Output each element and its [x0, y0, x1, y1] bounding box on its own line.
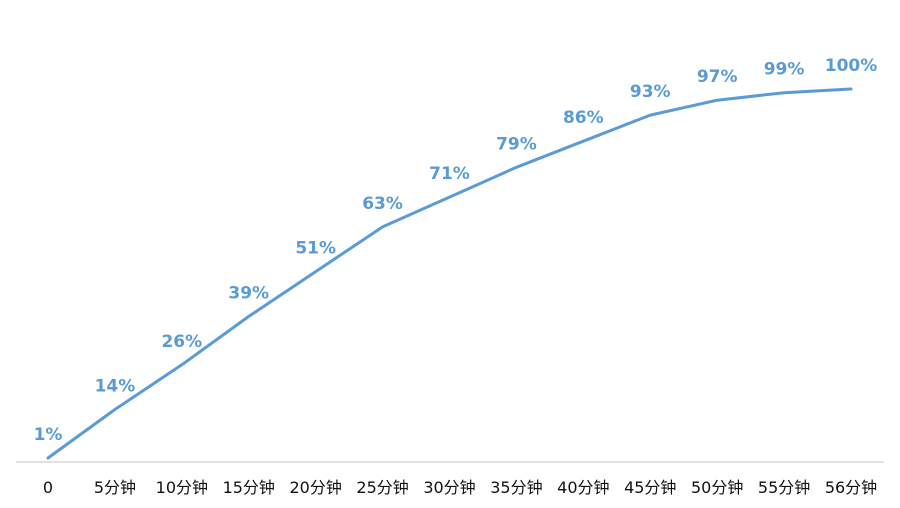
x-tick-label: 55分钟 — [758, 478, 810, 497]
data-label: 86% — [563, 108, 604, 128]
x-tick-label: 40分钟 — [557, 478, 609, 497]
data-label: 63% — [362, 194, 403, 214]
drop-lines — [114, 89, 852, 436]
x-tick-label: 35分钟 — [490, 478, 542, 497]
x-tick-label: 30分钟 — [423, 478, 475, 497]
data-label: 99% — [764, 60, 805, 80]
x-tick-label: 5分钟 — [94, 478, 136, 497]
data-label: 26% — [161, 332, 202, 352]
x-tick-label: 50分钟 — [691, 478, 743, 497]
x-tick-label: 0 — [43, 478, 53, 497]
data-label: 51% — [295, 239, 336, 259]
series-line — [46, 87, 853, 460]
x-tick-label: 25分钟 — [356, 478, 408, 497]
x-tick-label: 20分钟 — [289, 478, 341, 497]
x-tick-label: 45分钟 — [624, 478, 676, 497]
data-label: 39% — [228, 283, 269, 303]
data-labels: 1% 14% 26% 39% 51% 63% 71% 79% 86% 93% 97% 99% 100% — [34, 56, 878, 445]
data-label: 97% — [697, 67, 738, 87]
x-tick-labels: 0 5分钟 10分钟 15分钟 20分钟 25分钟 30分钟 35分钟 40分钟 45分钟 50分钟… — [43, 478, 877, 497]
data-label: 93% — [630, 82, 671, 102]
x-tick-label: 15分钟 — [223, 478, 275, 497]
x-tick-label: 10分钟 — [156, 478, 208, 497]
x-tick-label: 56分钟 — [825, 478, 877, 497]
data-label: 100% — [825, 56, 878, 76]
data-label: 1% — [34, 425, 63, 445]
data-label: 71% — [429, 164, 470, 184]
data-label: 14% — [95, 377, 136, 397]
data-label: 79% — [496, 134, 537, 154]
